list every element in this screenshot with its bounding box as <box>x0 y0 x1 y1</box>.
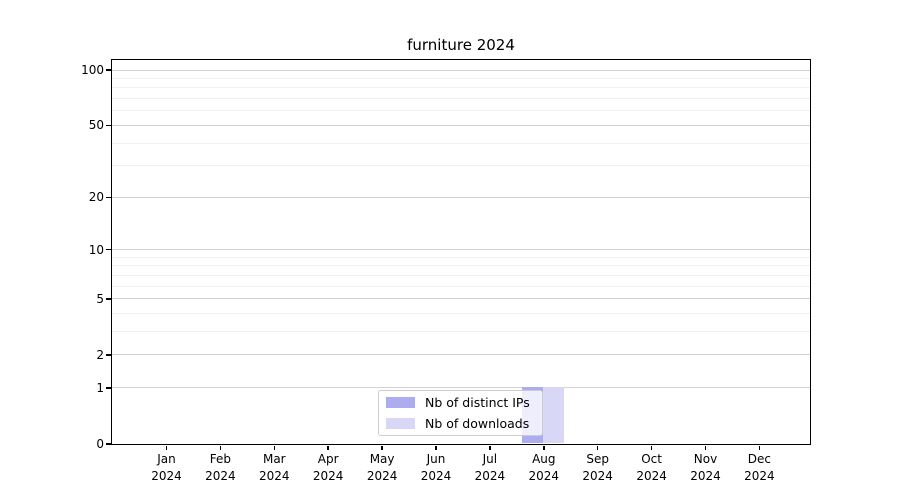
x-tick-label-sep: Sep 2024 <box>566 451 630 484</box>
x-tick-label-year: 2024 <box>312 468 344 483</box>
x-tick-aug <box>543 445 545 450</box>
x-tick-label-month: Jul <box>482 452 498 466</box>
x-tick-sep <box>596 445 599 450</box>
legend-swatch-downloads <box>386 417 415 429</box>
x-tick-label-year: 2024 <box>690 468 721 483</box>
gridline-minor-90 <box>111 77 810 79</box>
x-tick-label-month: Dec <box>747 452 771 466</box>
x-tick-label-month: May <box>369 452 395 466</box>
x-tick-jan <box>165 445 168 450</box>
gridline-minor-8 <box>111 265 810 267</box>
y-tick-5 <box>106 298 112 300</box>
y-tick-100 <box>106 69 112 71</box>
legend-item-distinct-ips: Nb of distinct IPs <box>379 392 542 413</box>
x-tick-label-year: 2024 <box>474 468 506 483</box>
gridline-major-20 <box>111 196 810 198</box>
x-tick-oct <box>650 445 653 450</box>
x-tick-label-month: Apr <box>317 452 339 466</box>
gridline-minor-70 <box>111 98 810 100</box>
y-tick-20 <box>106 196 112 199</box>
x-tick-label-jan: Jan 2024 <box>135 451 199 484</box>
x-tick-label-may: May 2024 <box>350 451 414 484</box>
x-tick-label-month: Nov <box>693 452 718 466</box>
chart-title: furniture 2024 <box>407 36 515 54</box>
gridline-major-2 <box>111 354 810 356</box>
x-tick-label-apr: Apr 2024 <box>296 451 360 484</box>
bar-aug-downloads <box>543 387 565 444</box>
gridline-major-1 <box>111 387 810 389</box>
gridline-minor-40 <box>111 142 810 144</box>
y-tick-label-0: 0 <box>96 437 104 451</box>
plot-area <box>110 58 811 445</box>
y-tick-label-1: 1 <box>96 380 104 395</box>
gridline-minor-9 <box>111 256 810 258</box>
y-tick-label-2: 2 <box>96 347 104 362</box>
gridline-major-50 <box>111 124 810 126</box>
x-tick-label-year: 2024 <box>259 468 290 483</box>
x-tick-label-year: 2024 <box>528 468 560 483</box>
gridline-major-10 <box>111 249 810 251</box>
y-tick-label-5: 5 <box>96 291 104 306</box>
gridline-major-100 <box>111 69 810 71</box>
x-tick-label-year: 2024 <box>151 468 182 483</box>
x-tick-jul <box>489 445 491 450</box>
gridline-minor-80 <box>111 87 810 89</box>
x-tick-label-month: Jan <box>157 452 176 466</box>
x-tick-label-month: Mar <box>262 452 286 466</box>
y-tick-label-10: 10 <box>88 242 104 257</box>
x-tick-label-feb: Feb 2024 <box>188 451 252 484</box>
gridline-minor-4 <box>111 313 810 315</box>
gridline-minor-7 <box>111 274 810 276</box>
x-tick-label-year: 2024 <box>636 468 667 483</box>
x-tick-label-dec: Dec 2024 <box>727 451 791 484</box>
x-tick-feb <box>219 445 222 450</box>
x-tick-apr <box>327 445 329 450</box>
y-tick-10 <box>106 248 112 251</box>
y-tick-1 <box>106 387 112 389</box>
x-tick-label-month: Jun <box>426 452 446 466</box>
gridline-minor-3 <box>111 331 810 333</box>
x-tick-label-year: 2024 <box>420 468 452 483</box>
x-tick-label-oct: Oct 2024 <box>620 451 684 484</box>
x-tick-label-month: Sep <box>586 452 609 466</box>
legend-swatch-distinct-ips <box>386 396 415 408</box>
x-tick-jun <box>435 445 437 450</box>
x-tick-label-year: 2024 <box>205 468 236 483</box>
x-tick-label-mar: Mar 2024 <box>242 451 306 484</box>
legend-label-downloads: Nb of downloads <box>425 415 530 431</box>
x-tick-label-year: 2024 <box>744 468 775 483</box>
y-tick-label-100: 100 <box>81 63 104 78</box>
x-tick-label-jul: Jul 2024 <box>458 451 522 484</box>
x-tick-label-year: 2024 <box>582 468 613 483</box>
legend-label-distinct-ips: Nb of distinct IPs <box>425 394 530 410</box>
x-tick-label-aug: Aug 2024 <box>512 451 576 484</box>
gridline-minor-60 <box>111 110 810 112</box>
y-tick-0 <box>106 443 112 445</box>
x-tick-label-nov: Nov 2024 <box>674 451 738 484</box>
x-tick-mar <box>273 445 276 450</box>
legend: Nb of distinct IPs Nb of downloads <box>378 389 543 436</box>
y-tick-50 <box>106 124 112 127</box>
x-tick-label-year: 2024 <box>366 468 398 483</box>
y-tick-2 <box>106 354 112 356</box>
legend-item-downloads: Nb of downloads <box>379 413 542 434</box>
x-tick-label-month: Feb <box>209 452 232 466</box>
gridline-minor-30 <box>111 165 810 167</box>
x-tick-label-month: Aug <box>532 452 556 466</box>
x-tick-label-jun: Jun 2024 <box>404 451 468 484</box>
gridline-major-5 <box>111 298 810 300</box>
x-tick-dec <box>758 445 761 450</box>
y-tick-label-20: 20 <box>88 190 104 205</box>
gridline-minor-6 <box>111 285 810 287</box>
x-tick-nov <box>704 445 707 450</box>
x-tick-label-month: Oct <box>641 452 662 466</box>
x-tick-may <box>381 445 383 450</box>
y-tick-label-50: 50 <box>88 118 104 133</box>
